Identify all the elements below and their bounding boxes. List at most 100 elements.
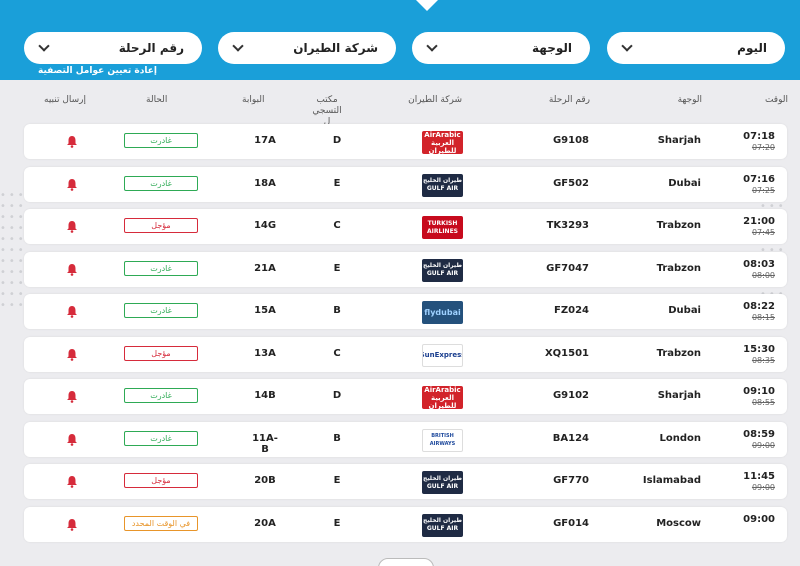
status-badge: مؤجل [124, 345, 198, 361]
flight-number-select[interactable]: رقم الرحلة [24, 32, 202, 64]
bell-icon[interactable] [66, 518, 78, 531]
bell-icon[interactable] [66, 263, 78, 276]
header-alert: إرسال تنبيه [44, 95, 87, 105]
bell-icon[interactable] [66, 135, 78, 148]
time-cell: 11:45 09:00 [729, 471, 775, 492]
airline-logo: SunExpress [422, 343, 463, 367]
day-select[interactable]: اليوم [607, 32, 785, 64]
reset-filters-link[interactable]: إعادة تعيين عوامل التصفية [38, 66, 157, 76]
flight-row[interactable]: 09:00 Moscow GF014 طيران الخليج GULF AIR… [24, 506, 787, 542]
flight-row[interactable]: 07:18 07:20 Sharjah G9108 AirArabic العر… [24, 124, 787, 159]
airline-logo-text: طيران الخليج GULF AIR [423, 474, 462, 490]
airline-logo: flydubai [422, 301, 463, 324]
status-badge: في الوقت المحدد [124, 515, 198, 531]
destination-cell: Trabzon [656, 262, 701, 274]
flight-number-select-label: رقم الرحلة [118, 41, 184, 55]
header-checkin: مكتب التسجي ل [310, 95, 344, 128]
time-cell: 07:16 07:25 [729, 174, 775, 195]
checkin-counter-cell: C [333, 220, 341, 231]
bell-icon[interactable] [66, 178, 78, 191]
status-badge: غادرت [124, 175, 198, 191]
chevron-down-icon [621, 40, 633, 52]
destination-cell: Sharjah [657, 390, 701, 401]
bell-icon[interactable] [66, 390, 78, 403]
airline-logo-text: flydubai [424, 307, 461, 317]
chevron-down-icon [232, 40, 244, 52]
actual-time: 08:59 [743, 428, 775, 440]
airline-logo-text: AirArabic العربية للطيران [424, 386, 461, 409]
gate-cell: 11A-B [252, 432, 278, 455]
scheduled-time: 08:15 [751, 313, 775, 322]
destination-select[interactable]: الوجهة [412, 32, 590, 64]
airline-logo: BRITISH AIRWAYS [422, 428, 463, 452]
airline-logo-text: TURKISH AIRLINES [427, 219, 458, 235]
filter-bar: اليوم الوجهة شركة الطيران رقم الرحلة إعا… [0, 0, 800, 80]
flight-row[interactable]: 08:22 08:15 Dubai FZ024 flydubai B 15A غ… [24, 294, 787, 329]
bell-icon[interactable] [66, 220, 78, 233]
checkin-counter-cell: D [332, 135, 342, 146]
gate-cell: 17A [254, 135, 276, 146]
airline-logo: طيران الخليج GULF AIR [422, 173, 463, 197]
destination-cell: Trabzon [656, 347, 701, 359]
checkin-counter-cell: E [333, 177, 341, 189]
bell-icon[interactable] [66, 433, 78, 446]
gate-cell: 14B [254, 390, 276, 401]
flight-number-cell: GF770 [553, 475, 589, 486]
header-gate: البوابة [242, 95, 265, 105]
flight-number-cell: GF014 [553, 517, 589, 529]
flight-number-cell: FZ024 [554, 305, 589, 316]
flight-row[interactable]: 08:59 09:00 London BA124 BRITISH AIRWAYS… [24, 421, 787, 457]
destination-cell: London [659, 432, 701, 444]
airline-logo-text: AirArabic العربية للطيران [424, 131, 461, 154]
airline-logo-text: طيران الخليج GULF AIR [423, 262, 462, 277]
flight-number-cell: XQ1501 [544, 347, 589, 359]
checkin-counter-cell: E [333, 262, 341, 274]
bell-icon[interactable] [66, 348, 78, 361]
airline-logo: طيران الخليج GULF AIR [422, 471, 463, 494]
header-time: الوقت [764, 95, 788, 105]
airline-logo-text: طيران الخليج GULF AIR [423, 517, 462, 532]
checkin-counter-cell: C [333, 347, 341, 359]
header-checkin-line2: ل [323, 117, 331, 127]
table-header: الوقت الوجهة رقم الرحلة شركة الطيران مكت… [22, 95, 788, 127]
checkin-counter-cell: E [333, 517, 341, 529]
status-badge: غادرت [124, 388, 198, 403]
actual-time: 11:45 [743, 471, 775, 482]
flight-row[interactable]: 21:00 07:45 Trabzon TK3293 TURKISH AIRLI… [24, 209, 787, 244]
status-badge: غادرت [124, 133, 198, 148]
time-cell: 08:22 08:15 [729, 301, 775, 322]
bell-icon[interactable] [66, 305, 78, 318]
flight-row[interactable]: 11:45 09:00 Islamabad GF770 طيران الخليج… [24, 464, 787, 499]
time-cell: 15:30 08:35 [729, 344, 775, 365]
flight-row[interactable]: 07:16 07:25 Dubai GF502 طيران الخليج GUL… [24, 166, 787, 202]
time-cell: 09:00 [729, 514, 775, 525]
header-airline: شركة الطيران [408, 95, 462, 105]
checkin-counter-cell: B [333, 432, 341, 444]
flight-row[interactable]: 15:30 08:35 Trabzon XQ1501 SunExpress C … [24, 336, 787, 372]
bell-icon[interactable] [66, 475, 78, 488]
header-destination: الوجهة [677, 95, 702, 105]
airline-logo: AirArabic العربية للطيران [422, 131, 463, 154]
airline-logo-text: طيران الخليج GULF AIR [423, 177, 462, 192]
flight-number-cell: G9108 [552, 135, 589, 146]
header-checkin-line1: مكتب التسجي [312, 95, 342, 116]
airline-logo-text: SunExpress [422, 351, 462, 359]
flight-row[interactable]: 08:03 08:00 Trabzon GF7047 طيران الخليج … [24, 251, 787, 287]
airline-select-label: شركة الطيران [293, 41, 378, 55]
airline-logo: AirArabic العربية للطيران [422, 386, 463, 409]
gate-cell: 15A [254, 305, 276, 316]
scheduled-time: 08:35 [751, 355, 775, 365]
scheduled-time: 07:20 [751, 143, 775, 152]
status-badge: غادرت [124, 303, 198, 318]
chevron-down-icon [38, 40, 50, 52]
load-more-button[interactable] [378, 558, 434, 566]
destination-cell: Sharjah [657, 135, 701, 146]
time-cell: 08:03 08:00 [729, 259, 775, 280]
scheduled-time: 07:45 [751, 228, 775, 237]
destination-cell: Dubai [668, 305, 701, 316]
checkin-counter-cell: D [332, 390, 342, 401]
gate-cell: 20B [254, 475, 276, 486]
flight-row[interactable]: 09:10 08:55 Sharjah G9102 AirArabic العر… [24, 379, 787, 414]
time-cell: 07:18 07:20 [729, 131, 775, 152]
airline-select[interactable]: شركة الطيران [218, 32, 396, 64]
